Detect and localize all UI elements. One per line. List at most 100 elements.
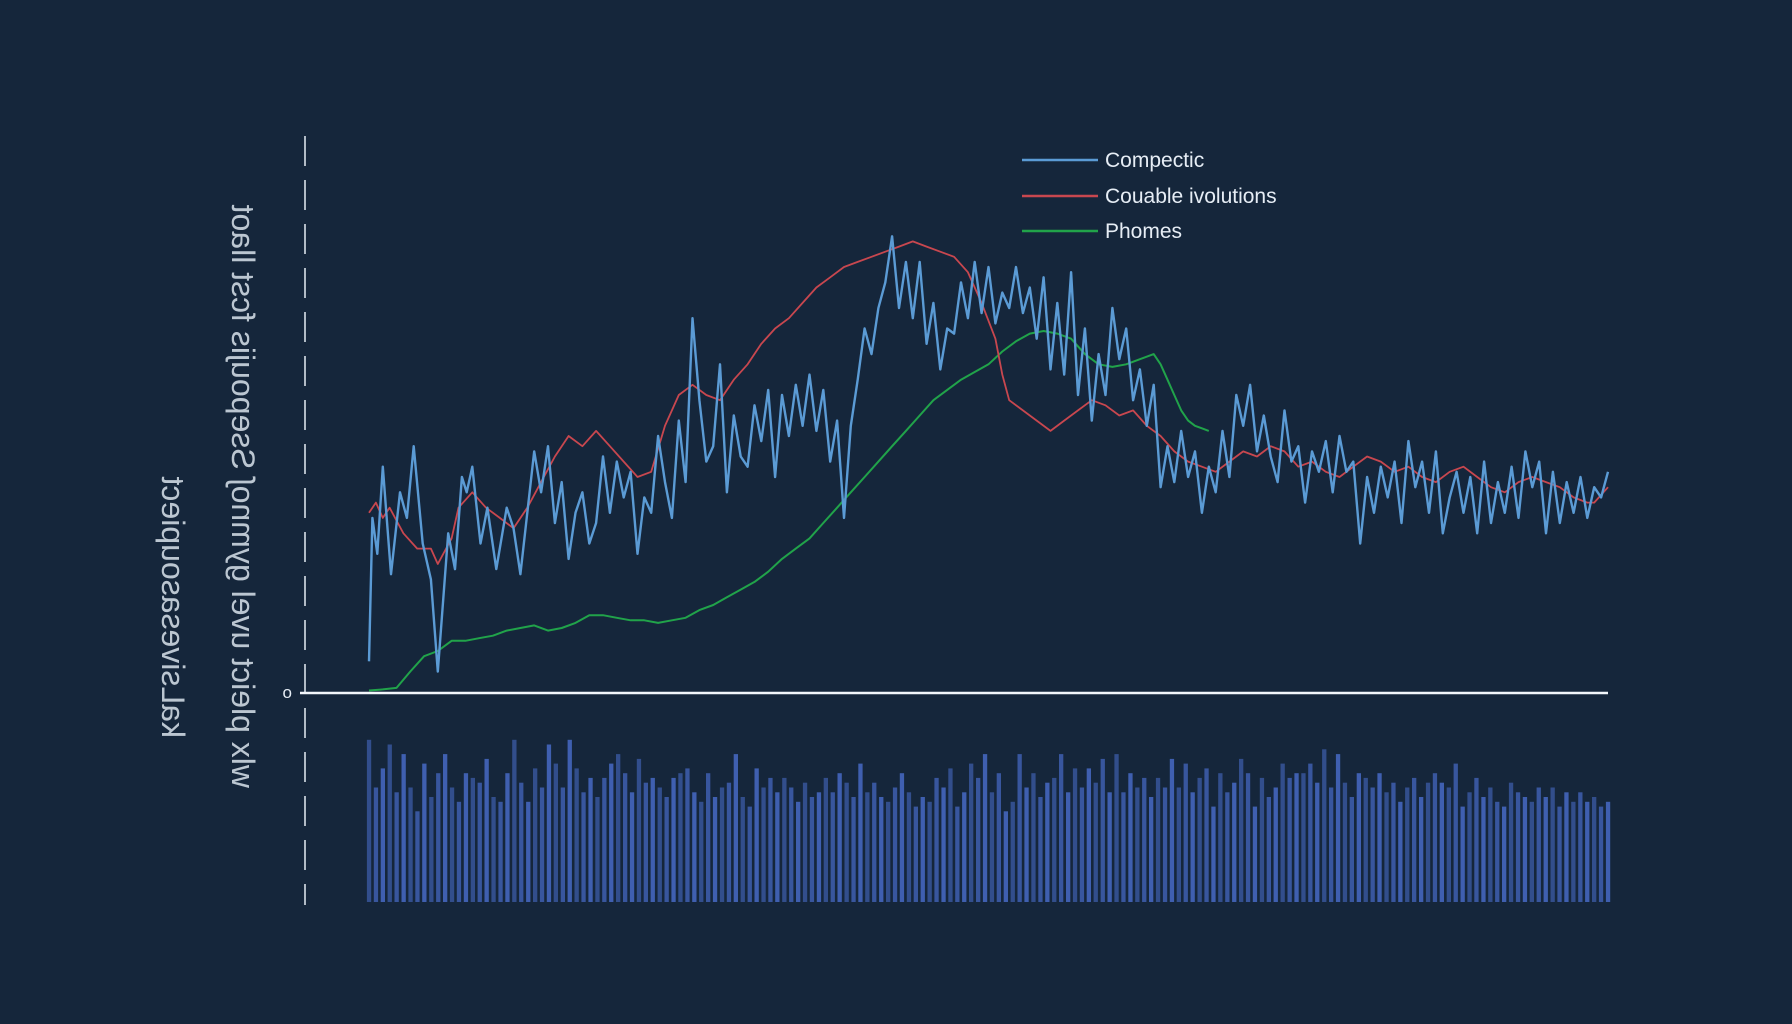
bar (1335, 754, 1341, 902)
bar (595, 797, 600, 902)
bar (1536, 787, 1541, 902)
bar (678, 773, 683, 902)
bar-strip (366, 739, 1611, 902)
bar (1114, 754, 1119, 902)
bar (1356, 773, 1361, 902)
bar (1218, 773, 1223, 902)
bar (879, 797, 884, 902)
bar (366, 739, 372, 902)
bar (927, 801, 932, 902)
bar (1329, 787, 1334, 902)
bar (1592, 797, 1597, 902)
bar (643, 782, 648, 902)
bar (1488, 787, 1493, 902)
bar (1301, 773, 1306, 902)
series-lines (367, 235, 1610, 692)
bar (1446, 787, 1451, 902)
bar (1557, 806, 1562, 902)
bar (906, 792, 912, 902)
bar (1467, 792, 1472, 902)
bar (1121, 792, 1126, 902)
bar (1086, 768, 1091, 902)
series-line (368, 330, 1210, 692)
bar (719, 787, 725, 902)
bar (899, 773, 905, 902)
bar (989, 792, 995, 902)
bar (692, 792, 697, 902)
bar (1453, 763, 1458, 902)
bar (816, 792, 822, 902)
bar (982, 754, 988, 902)
bar (1578, 792, 1583, 902)
bar (623, 773, 628, 902)
bar (1543, 797, 1548, 902)
bar (560, 787, 565, 902)
bar (616, 754, 621, 902)
bar (588, 777, 593, 902)
bar (892, 787, 898, 902)
legend-entry: Phomes (1022, 220, 1182, 243)
bar (1079, 787, 1085, 902)
bar (851, 797, 856, 902)
bar (581, 792, 586, 902)
bar (775, 792, 780, 902)
bar (456, 801, 462, 902)
bar (1038, 797, 1043, 902)
bar (1398, 801, 1403, 902)
bar (373, 787, 379, 902)
bar (1266, 797, 1271, 902)
bar (1100, 758, 1105, 902)
bar (1481, 797, 1486, 902)
bar (1072, 768, 1078, 902)
y-axis-label: kaLsivesasoupiect (155, 476, 191, 738)
bar (470, 777, 475, 902)
bar (519, 782, 524, 902)
legend-label: Compectic (1105, 149, 1204, 172)
bar (1391, 782, 1396, 902)
bar (415, 811, 420, 902)
bar (996, 773, 1001, 902)
legend: Compectic Couable ivolutions Phomes (1022, 149, 1277, 243)
bar (629, 792, 635, 902)
bar (449, 787, 455, 902)
bar (1190, 792, 1195, 902)
bar (789, 787, 794, 902)
bar (809, 797, 815, 902)
legend-label: Phomes (1105, 220, 1182, 243)
bar (1252, 806, 1258, 902)
bar (505, 773, 510, 902)
bar (754, 768, 759, 902)
bar (429, 797, 434, 902)
bar (955, 806, 960, 902)
bar (1135, 787, 1140, 902)
bar (463, 773, 469, 902)
bar (1225, 792, 1230, 902)
bar (526, 801, 531, 902)
bar (1412, 777, 1417, 902)
bar (1439, 782, 1444, 902)
bar (1432, 773, 1438, 902)
bar (574, 768, 579, 902)
bar (1315, 782, 1320, 902)
bar (865, 792, 870, 902)
bar (1010, 801, 1015, 902)
bar (1495, 801, 1500, 902)
bar (422, 763, 427, 902)
bar (1564, 792, 1569, 902)
bar (1024, 787, 1029, 902)
bar (1419, 797, 1424, 902)
bar (664, 797, 669, 902)
bar (969, 763, 974, 902)
bar (1515, 792, 1521, 902)
bar (782, 777, 787, 902)
bar (1550, 787, 1555, 902)
bar (1349, 797, 1354, 902)
bar (512, 739, 517, 902)
bar (602, 777, 607, 902)
bar (671, 777, 676, 902)
bar (1287, 777, 1292, 902)
bar (1425, 782, 1431, 902)
bar (380, 768, 385, 902)
bar (408, 787, 413, 902)
